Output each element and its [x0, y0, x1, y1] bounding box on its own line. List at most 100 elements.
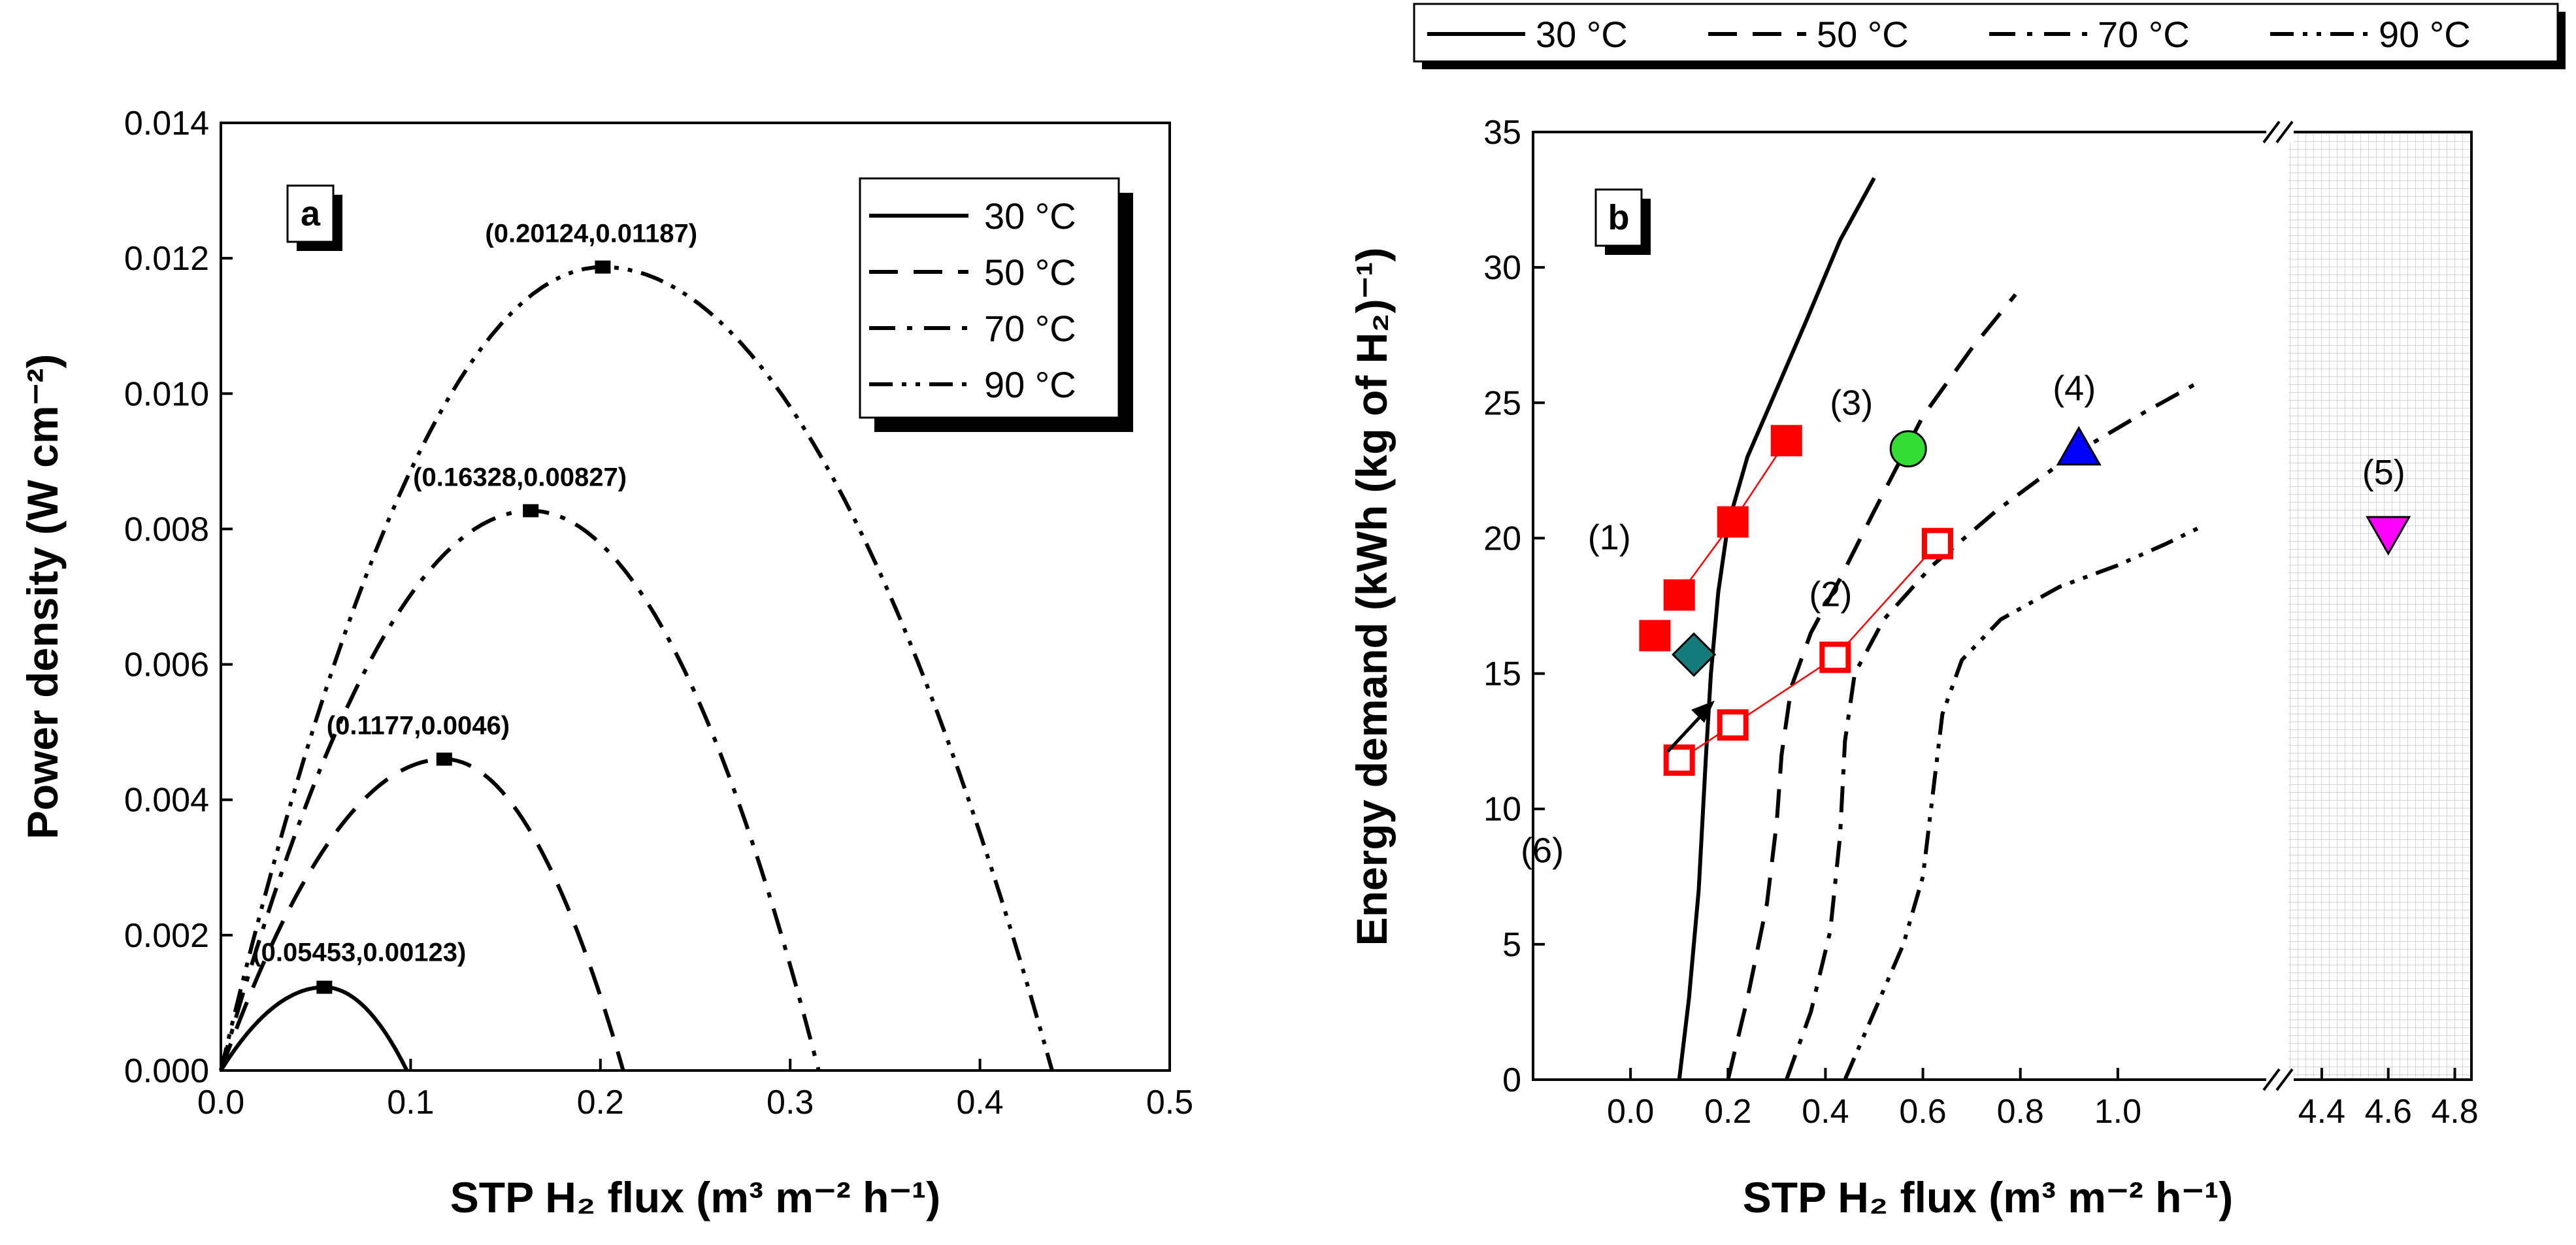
x-tick-label: 4.8 [2431, 1093, 2478, 1131]
curve-90c [1843, 523, 2207, 1081]
legend-label: 30 °C [984, 195, 1076, 237]
marker-circle [1889, 430, 1927, 468]
x-tick-label: 1.0 [2094, 1093, 2141, 1131]
panel-b-letter-box [1594, 188, 1643, 247]
panel-a-peaks: (0.05453,0.00123) (0.1177,0.0046) (0.16328… [252, 220, 697, 994]
curve-70c [1784, 382, 2197, 1081]
panel-b-curves [1677, 176, 2207, 1081]
marker-square-filled [1639, 620, 1671, 652]
legend-label: 70 °C [984, 308, 1076, 349]
panel-a-legend-entries: 30 °C 50 °C 70 °C 90 °C [869, 195, 1076, 405]
panel-a-frame [220, 122, 1171, 1072]
panel-a-y-label: Power density (W cm⁻²) [18, 354, 67, 840]
connector-2 [1679, 542, 1938, 761]
x-tick-label: 0.5 [1146, 1084, 1193, 1121]
peak-marker [436, 752, 452, 766]
y-tick-label: 20 [1483, 520, 1521, 557]
panel-b-legend-entries: 30 °C 50 °C 70 °C 90 °C [1427, 14, 2471, 55]
marker-diamond [1671, 632, 1717, 677]
y-tick-label: 5 [1502, 926, 1521, 964]
marker-group-label: (4) [2053, 369, 2096, 408]
panel-b-x-ticks: 0.0 0.2 0.4 0.6 0.8 1.0 4.4 4.6 4.8 [1607, 1068, 2479, 1131]
peak-label: (0.1177,0.0046) [327, 712, 510, 740]
marker-square-open [1717, 709, 1749, 741]
legend-label: 50 °C [1817, 14, 1909, 55]
x-tick-label: 0.0 [197, 1084, 244, 1121]
panel-a-y-ticks: 0.000 0.002 0.004 0.006 0.008 0.010 0.012 0.014 [124, 105, 233, 1090]
y-tick-label: 0.006 [124, 646, 209, 684]
x-tick-label: 0.4 [956, 1084, 1003, 1121]
panel-a-legend [859, 177, 1120, 419]
panel-a-x-ticks: 0.0 0.1 0.2 0.3 0.4 0.5 [197, 1059, 1193, 1121]
legend-label: 90 °C [984, 364, 1076, 405]
marker-square-open [1819, 641, 1851, 673]
curve-90c [219, 265, 1054, 1071]
y-tick-label: 30 [1483, 249, 1521, 287]
y-tick-label: 25 [1483, 384, 1521, 422]
y-tick-label: 10 [1483, 791, 1521, 829]
x-tick-label: 0.4 [1802, 1093, 1849, 1131]
x-tick-label: 4.6 [2365, 1093, 2412, 1131]
panel-a-letter-box [286, 184, 335, 243]
arrow-6 [1666, 701, 1715, 753]
axis-break-marks [2262, 120, 2294, 1091]
curve-50c [1726, 293, 2017, 1080]
marker-square-filled [1663, 579, 1695, 611]
peak-marker [523, 504, 539, 518]
x-tick-label: 0.2 [577, 1084, 624, 1121]
marker-group-label: (5) [2362, 453, 2405, 492]
y-tick-label: 0 [1502, 1061, 1521, 1099]
marker-group-label: (6) [1521, 831, 1564, 871]
panel-a-letter: a [301, 194, 321, 233]
x-tick-label: 0.3 [767, 1084, 814, 1121]
curve-50c [219, 757, 625, 1072]
marker-square-filled [1770, 425, 1802, 457]
legend-label: 70 °C [2098, 14, 2190, 55]
x-tick-label: 0.6 [1899, 1093, 1946, 1131]
panel-a: 0.000 0.002 0.004 0.006 0.008 0.010 0.012 0.014… [18, 105, 1193, 1221]
y-tick-label: 35 [1483, 114, 1521, 152]
panel-b-markers: (1) (2) (3) (4) (5) (6) [1521, 369, 2411, 871]
panel-b: 0 5 10 15 20 25 30 35 0.0 0.2 0.4 0.6 0.8 1.0 4.4 4.6 4… [1347, 3, 2566, 1221]
marker-group-label: (2) [1809, 575, 1852, 614]
peak-label: (0.20124,0.01187) [485, 220, 697, 248]
curve-30c [219, 985, 409, 1072]
y-tick-label: 15 [1483, 656, 1521, 693]
x-tick-label: 0.8 [1997, 1093, 2044, 1131]
legend-label: 30 °C [1536, 14, 1628, 55]
y-tick-label: 0.004 [124, 782, 209, 820]
x-tick-label: 4.4 [2298, 1093, 2345, 1131]
panel-b-frame [1532, 131, 2473, 1081]
marker-group-label: (3) [1830, 384, 1873, 423]
x-tick-label: 0.1 [387, 1084, 434, 1121]
y-tick-label: 0.010 [124, 375, 209, 413]
y-tick-label: 0.000 [124, 1052, 209, 1090]
legend-label: 50 °C [984, 252, 1076, 293]
y-tick-label: 0.008 [124, 510, 209, 548]
panel-b-x-label: STP H₂ flux (m³ m⁻² h⁻¹) [1743, 1173, 2233, 1221]
peak-marker [316, 980, 333, 994]
panel-b-y-ticks: 0 5 10 15 20 25 30 35 [1483, 114, 1545, 1099]
peak-label: (0.16328,0.00827) [413, 463, 627, 491]
y-tick-label: 0.012 [124, 240, 209, 278]
marker-square-open [1663, 744, 1695, 776]
panel-b-break-grid [2288, 132, 2471, 1080]
peak-label: (0.05453,0.00123) [252, 938, 466, 967]
marker-square-filled [1717, 506, 1749, 538]
y-tick-label: 0.014 [124, 105, 209, 142]
legend-label: 90 °C [2379, 14, 2471, 55]
marker-square-open [1921, 527, 1953, 559]
peak-marker [595, 260, 611, 274]
marker-group-label: (1) [1588, 518, 1631, 557]
curve-70c [219, 508, 821, 1071]
x-tick-label: 0.2 [1704, 1093, 1751, 1131]
panel-a-curves [219, 265, 1054, 1072]
curve-30c [1677, 176, 1876, 1080]
panel-a-x-label: STP H₂ flux (m³ m⁻² h⁻¹) [450, 1173, 940, 1221]
panel-b-letter: b [1608, 198, 1630, 237]
marker-triangle-up [2056, 425, 2102, 466]
panel-b-y-label: Energy demand (kWh (kg of H₂)⁻¹) [1347, 248, 1396, 946]
y-tick-label: 0.002 [124, 917, 209, 955]
x-tick-label: 0.0 [1607, 1093, 1654, 1131]
